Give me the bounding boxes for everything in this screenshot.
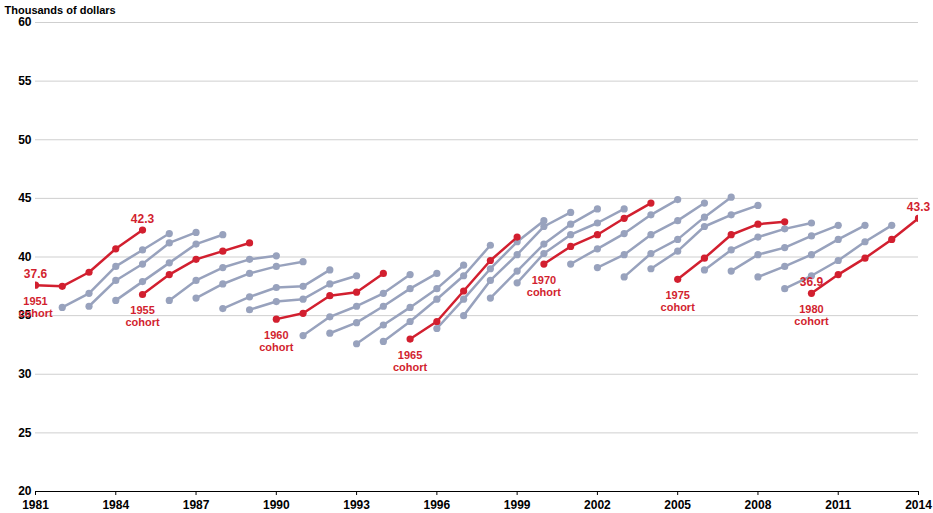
- svg-text:50: 50: [18, 133, 32, 147]
- svg-text:42.3: 42.3: [131, 212, 155, 226]
- svg-text:60: 60: [18, 15, 32, 29]
- svg-text:2008: 2008: [745, 498, 772, 512]
- svg-text:30: 30: [18, 367, 32, 381]
- svg-text:1993: 1993: [343, 498, 370, 512]
- svg-text:2011: 2011: [825, 498, 851, 512]
- svg-text:45: 45: [18, 191, 32, 205]
- svg-text:1960cohort: 1960cohort: [259, 329, 294, 353]
- svg-text:25: 25: [18, 426, 32, 440]
- svg-text:20: 20: [18, 484, 32, 498]
- svg-text:1996: 1996: [424, 498, 451, 512]
- svg-text:2005: 2005: [664, 498, 691, 512]
- svg-text:1999: 1999: [504, 498, 531, 512]
- svg-text:1981: 1981: [22, 498, 49, 512]
- svg-text:1951cohort: 1951cohort: [18, 295, 53, 319]
- svg-text:1955cohort: 1955cohort: [125, 304, 160, 328]
- svg-text:1965cohort: 1965cohort: [393, 349, 428, 373]
- svg-text:36.9: 36.9: [800, 275, 824, 289]
- svg-text:2014: 2014: [905, 498, 932, 512]
- svg-text:1990: 1990: [263, 498, 290, 512]
- svg-text:1970cohort: 1970cohort: [527, 274, 562, 298]
- svg-text:1984: 1984: [102, 498, 129, 512]
- svg-text:1980cohort: 1980cohort: [794, 303, 829, 327]
- svg-text:2002: 2002: [584, 498, 611, 512]
- svg-text:43.3: 43.3: [907, 200, 931, 214]
- svg-text:1975cohort: 1975cohort: [661, 289, 696, 313]
- svg-text:1987: 1987: [183, 498, 210, 512]
- svg-text:37.6: 37.6: [24, 267, 48, 281]
- svg-text:55: 55: [18, 74, 32, 88]
- svg-text:Thousands of dollars: Thousands of dollars: [5, 4, 116, 16]
- svg-text:40: 40: [18, 250, 32, 264]
